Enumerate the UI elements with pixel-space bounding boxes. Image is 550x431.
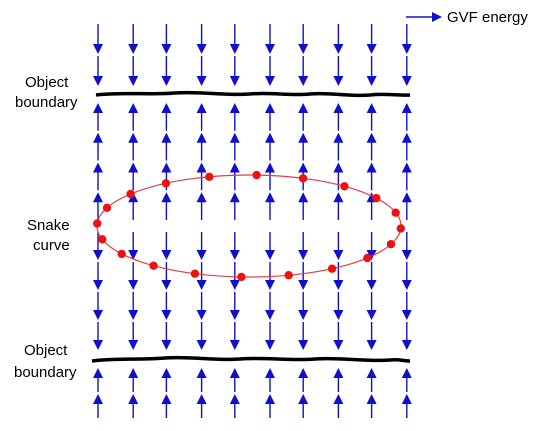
snake-control-point <box>396 224 405 233</box>
snake-curve-label-line1: Snake <box>27 217 70 234</box>
snake-control-point <box>372 193 381 203</box>
snake-control-point <box>340 182 349 191</box>
top-boundary-label-line2: boundary <box>15 94 78 111</box>
snake-control-point <box>102 203 112 212</box>
snake-control-point <box>363 253 372 263</box>
snake-control-point <box>161 179 171 188</box>
snake-control-point <box>190 269 200 278</box>
bottom-boundary-label-line1: Object <box>24 342 68 359</box>
legend-label: GVF energy <box>447 9 528 26</box>
top-boundary-label: Object boundary <box>15 74 78 111</box>
snake-control-point <box>117 249 126 259</box>
snake-control-point <box>386 240 396 249</box>
snake-control-point <box>391 208 400 217</box>
snake-control-point <box>98 235 107 244</box>
snake-control-point <box>126 189 135 199</box>
snake-control-point <box>298 174 308 183</box>
bottom-boundary-label-line2: boundary <box>14 364 77 381</box>
snake-control-point <box>327 264 337 273</box>
bottom-boundary-label: Object boundary <box>14 342 77 381</box>
snake-control-point <box>237 272 246 282</box>
snake-curve-label: Snake curve <box>27 217 70 254</box>
snake-curve <box>96 174 402 278</box>
snake-control-point <box>205 172 214 181</box>
snake-control-point <box>149 261 158 270</box>
snake-control-point <box>93 219 102 228</box>
top-object-boundary <box>95 90 411 98</box>
snake-control-points <box>93 170 405 282</box>
snake-curve-label-line2: curve <box>33 237 70 254</box>
top-boundary-label-line1: Object <box>25 74 69 91</box>
snake-control-point <box>284 271 293 280</box>
snake-control-point <box>252 170 261 180</box>
legend: GVF energy <box>406 9 528 26</box>
bottom-object-boundary <box>91 355 411 363</box>
